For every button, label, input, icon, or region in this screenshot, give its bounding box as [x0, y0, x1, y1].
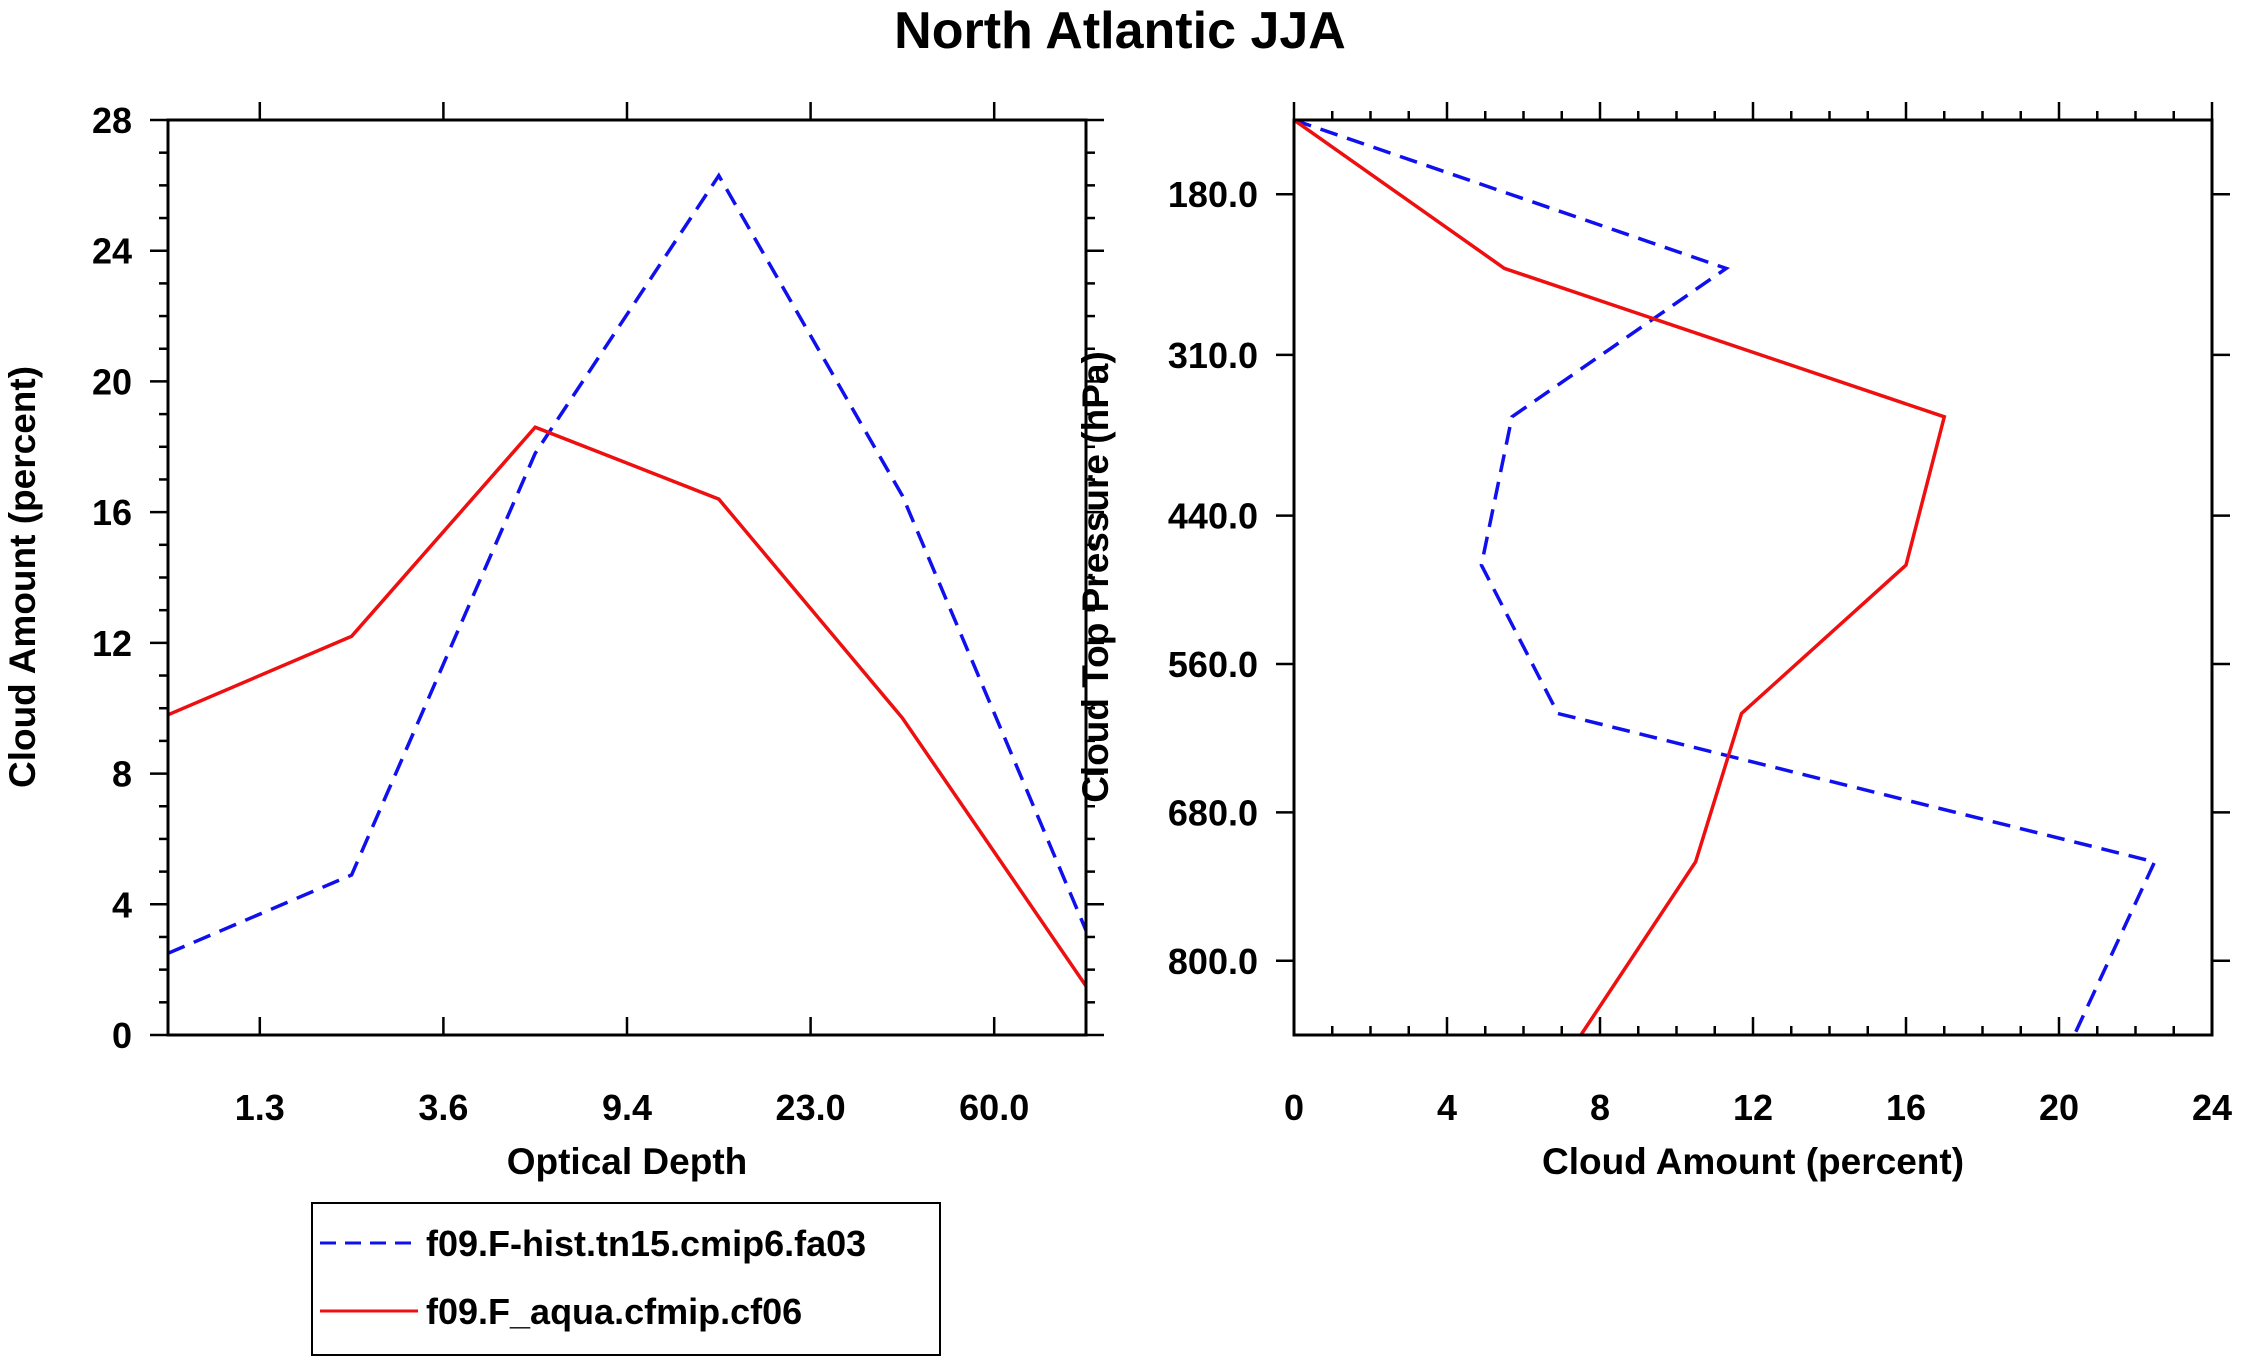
right-y-tick-label: 440.0 — [1168, 496, 1258, 537]
right-x-tick-label: 4 — [1437, 1087, 1457, 1128]
right-y-tick-label: 310.0 — [1168, 335, 1258, 376]
right-y-tick-label: 800.0 — [1168, 941, 1258, 982]
left-y-axis-label: Cloud Amount (percent) — [2, 366, 43, 788]
legend-label-blue: f09.F-hist.tn15.cmip6.fa03 — [426, 1223, 866, 1264]
left-y-tick-label: 8 — [112, 754, 132, 795]
left-y-tick-label: 16 — [92, 492, 132, 533]
right-y-tick-label: 180.0 — [1168, 174, 1258, 215]
right-x-tick-label: 12 — [1733, 1087, 1773, 1128]
left-x-tick-label: 9.4 — [602, 1087, 652, 1128]
right-x-tick-label: 20 — [2039, 1087, 2079, 1128]
left-y-tick-label: 28 — [92, 100, 132, 141]
left-x-tick-label: 1.3 — [235, 1087, 285, 1128]
right-axes: 0 4 8 12 16 20 24 180.0 310.0 440.0 560.0 680.0 800.… — [1168, 102, 2232, 1128]
right-series-line-red — [1292, 118, 1947, 1036]
left-x-tick-label: 23.0 — [776, 1087, 846, 1128]
chart-title: North Atlantic JJA — [894, 2, 1346, 60]
left-panel: 0 4 8 12 16 20 24 28 1.3 3.6 9.4 23.0 60.0 Optical D… — [2, 100, 1104, 1182]
right-x-tick-label: 16 — [1886, 1087, 1926, 1128]
left-y-tick-label: 12 — [92, 623, 132, 664]
right-x-tick-label: 24 — [2192, 1087, 2232, 1128]
left-x-axis-label: Optical Depth — [507, 1141, 748, 1182]
left-x-tick-label: 3.6 — [418, 1087, 468, 1128]
right-y-tick-label: 560.0 — [1168, 644, 1258, 685]
right-plot-frame — [1292, 118, 2214, 1037]
left-series-line-red — [167, 425, 1088, 987]
left-plot-frame — [166, 118, 1088, 1037]
right-y-axis-label: Cloud Top Pressure (hPa) — [1075, 351, 1116, 803]
right-x-tick-label: 0 — [1284, 1087, 1304, 1128]
right-panel: 0 4 8 12 16 20 24 180.0 310.0 440.0 560.0 680.0 800.… — [1075, 102, 2232, 1182]
legend: f09.F-hist.tn15.cmip6.fa03 f09.F_aqua.cf… — [311, 1202, 941, 1356]
left-y-tick-label: 0 — [112, 1015, 132, 1056]
left-y-tick-label: 24 — [92, 231, 132, 272]
left-y-tick-label: 4 — [112, 884, 132, 925]
right-x-axis-label: Cloud Amount (percent) — [1542, 1141, 1964, 1182]
left-x-tick-label: 60.0 — [959, 1087, 1029, 1128]
right-y-tick-label: 680.0 — [1168, 792, 1258, 833]
right-x-tick-label: 8 — [1590, 1087, 1610, 1128]
right-series-group — [1292, 118, 2158, 1036]
left-y-tick-label: 20 — [92, 361, 132, 402]
legend-box — [311, 1202, 941, 1356]
legend-label-red: f09.F_aqua.cfmip.cf06 — [426, 1291, 802, 1332]
left-series-line-blue — [167, 172, 1088, 955]
right-series-line-blue — [1293, 118, 2158, 1036]
left-series-group — [167, 172, 1088, 987]
